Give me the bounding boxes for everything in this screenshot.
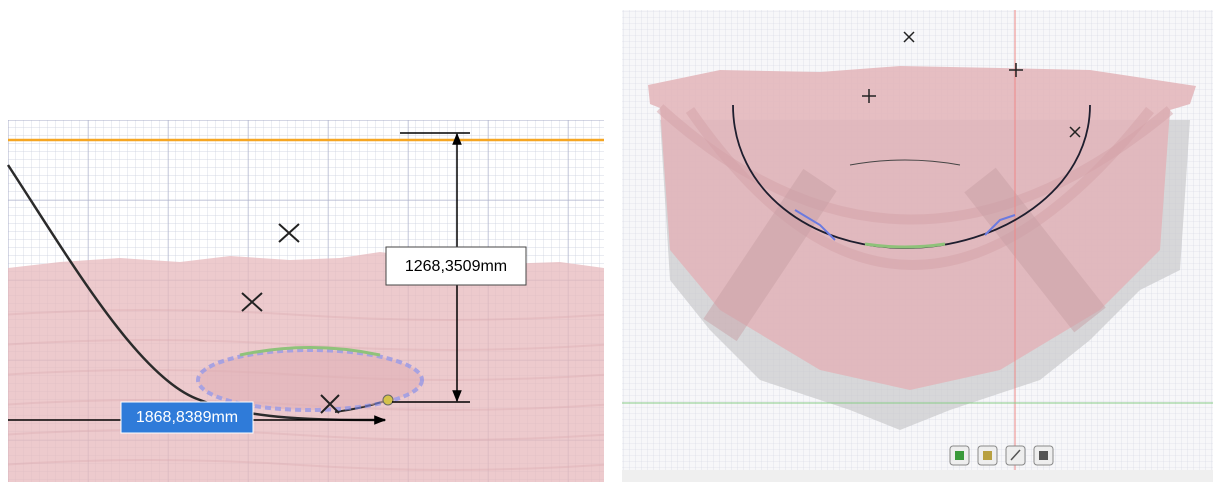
dimension-input[interactable] [120,401,254,434]
left-viewport: 1268,3509mm 1868,8389mm [6,120,604,482]
dimension-label-box [385,246,527,286]
point-marks [241,223,340,414]
vertical-dimension: 1268,3509mm [405,258,507,275]
right-viewport [622,10,1213,482]
point-marks [862,31,1081,138]
horizontal-dimension[interactable]: 1868,8389mm [136,409,238,426]
toolbar [949,445,1054,466]
